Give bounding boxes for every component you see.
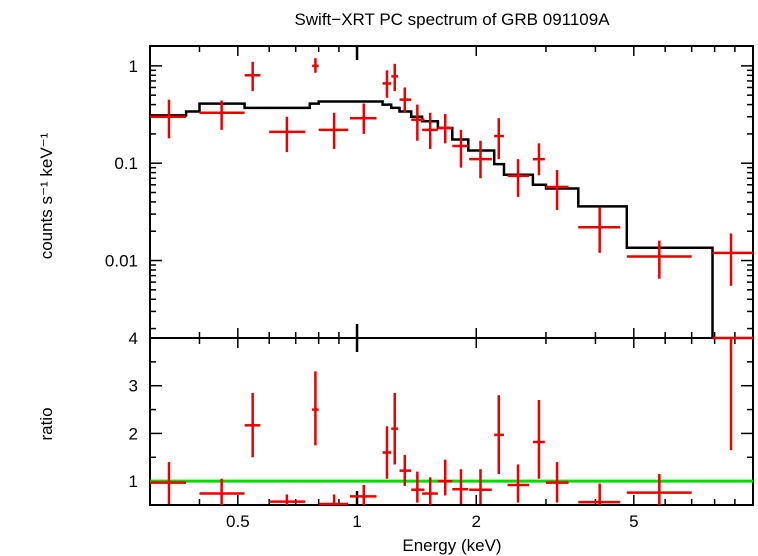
x-axis-label: Energy (keV) — [402, 536, 501, 555]
ratio-data-point — [469, 469, 492, 505]
spectrum-data-point — [422, 112, 438, 149]
ratio-data-point — [626, 473, 692, 505]
ratio-data-point — [532, 400, 545, 479]
x-tick-label: 2 — [472, 512, 481, 531]
spectrum-y-tick-label: 0.01 — [105, 252, 138, 271]
spectrum-data-point — [391, 63, 399, 92]
bottom-y-axis-label: ratio — [37, 407, 56, 440]
ratio-data-point — [150, 462, 187, 505]
spectrum-y-tick-label: 0.1 — [114, 154, 138, 173]
spectrum-data-point — [312, 58, 319, 73]
spectrum-data-point — [269, 116, 306, 153]
ratio-data-point — [269, 494, 306, 505]
spectrum-data-point — [507, 159, 530, 197]
spectrum-data-point — [469, 140, 492, 179]
spectrum-data-point — [150, 99, 187, 139]
spectrum-data-point — [199, 100, 245, 130]
spectrum-data-point — [578, 207, 621, 253]
ratio-data-point — [437, 459, 453, 496]
ratio-data-point — [312, 371, 319, 446]
ratio-y-tick-label: 3 — [129, 377, 138, 396]
ratio-data-point — [712, 336, 753, 451]
x-tick-label: 1 — [352, 512, 361, 531]
ratio-data-point — [507, 464, 530, 503]
spectrum-data-point — [399, 87, 412, 113]
spectrum-data-point — [244, 61, 261, 92]
spectrum-data-point — [318, 112, 349, 149]
spectrum-data-point — [411, 104, 425, 141]
ratio-y-tick-label: 4 — [129, 329, 138, 348]
ratio-data-point — [411, 471, 425, 503]
ratio-y-tick-label: 2 — [129, 424, 138, 443]
spectrum-data-point — [382, 70, 392, 98]
spectrum-y-tick-label: 1 — [129, 57, 138, 76]
spectrum-plot-frame — [149, 45, 754, 339]
ratio-data-point — [494, 395, 504, 474]
spectrum-data-point — [350, 103, 377, 134]
x-tick-label: 0.5 — [226, 512, 250, 531]
ratio-data-point — [199, 478, 245, 505]
chart-title: Swift−XRT PC spectrum of GRB 091109A — [294, 10, 610, 29]
ratio-data-point — [545, 462, 569, 503]
ratio-data-point — [578, 483, 621, 505]
ratio-data-point — [350, 484, 377, 505]
spectrum-data-point — [712, 233, 753, 286]
ratio-data-point — [244, 392, 261, 458]
spectrum-data-point — [532, 143, 545, 176]
ratio-data-point — [399, 454, 412, 486]
ratio-panel: 1 2 3 4 0.5 1 2 5 — [129, 329, 754, 531]
ratio-data-point — [452, 469, 469, 505]
spectrum-panel: 1 0.1 0.01 — [105, 45, 754, 339]
ratio-data-point — [391, 392, 399, 465]
spectrum-data-point — [545, 170, 569, 211]
ratio-y-tick-label: 1 — [129, 472, 138, 491]
spectrum-data-point — [452, 129, 469, 168]
ratio-data-point — [422, 477, 438, 505]
spectrum-data-point — [437, 114, 453, 144]
x-tick-label: 5 — [629, 512, 638, 531]
spectrum-data-point — [494, 118, 504, 160]
ratio-data-point — [382, 426, 392, 479]
ratio-plot-frame — [149, 337, 754, 506]
top-y-axis-label: counts s⁻¹ keV⁻¹ — [37, 132, 56, 259]
spectrum-data-point — [626, 240, 692, 279]
ratio-data-point — [318, 494, 349, 506]
